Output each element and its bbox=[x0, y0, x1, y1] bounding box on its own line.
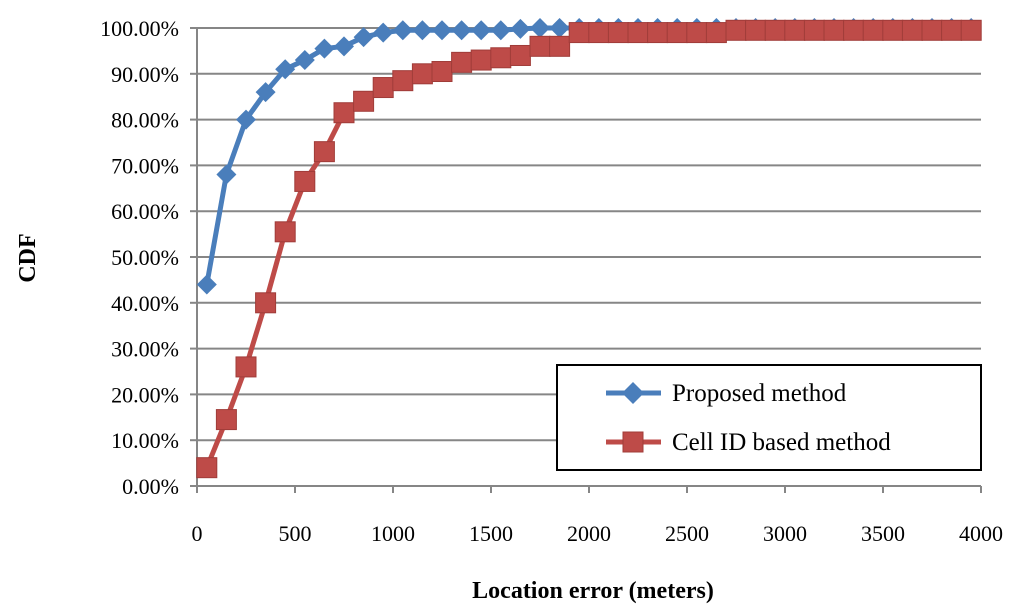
y-tick-label: 50.00% bbox=[111, 245, 179, 270]
data-point bbox=[588, 22, 610, 44]
y-tick-label: 0.00% bbox=[122, 474, 179, 499]
data-point bbox=[412, 20, 433, 41]
y-tick-label: 90.00% bbox=[111, 62, 179, 87]
data-point bbox=[313, 141, 335, 163]
data-point bbox=[745, 19, 767, 41]
x-tick-label: 2500 bbox=[665, 521, 709, 546]
legend-marker-cellid bbox=[622, 431, 644, 453]
data-point bbox=[607, 22, 629, 44]
y-tick-label: 20.00% bbox=[111, 382, 179, 407]
data-point bbox=[784, 19, 806, 41]
data-point bbox=[334, 36, 354, 57]
data-point bbox=[294, 50, 315, 71]
data-point bbox=[764, 19, 786, 41]
data-point bbox=[941, 19, 963, 41]
data-point bbox=[314, 38, 335, 59]
data-point bbox=[921, 19, 943, 41]
series-layer bbox=[196, 18, 982, 479]
data-point bbox=[705, 22, 727, 44]
data-point bbox=[470, 49, 492, 71]
data-point bbox=[373, 22, 394, 43]
data-point bbox=[392, 70, 414, 92]
x-tick-label: 500 bbox=[279, 521, 312, 546]
x-tick-label: 2000 bbox=[567, 521, 611, 546]
data-point bbox=[882, 19, 904, 41]
data-point bbox=[471, 20, 492, 41]
data-point bbox=[353, 90, 375, 112]
data-point bbox=[901, 19, 923, 41]
data-point bbox=[392, 20, 413, 41]
data-point bbox=[530, 18, 550, 38]
y-tick-label: 80.00% bbox=[111, 108, 179, 133]
data-point bbox=[294, 170, 316, 192]
data-point bbox=[510, 18, 531, 39]
x-tick-labels: 0 500 1000 1500 2000 2500 3000 3500 4000 bbox=[192, 521, 1004, 546]
x-tick-label: 1500 bbox=[469, 521, 513, 546]
data-point bbox=[333, 102, 355, 124]
y-tick-label: 30.00% bbox=[111, 337, 179, 362]
legend-entry-proposed: Proposed method bbox=[606, 380, 847, 407]
data-point bbox=[215, 409, 237, 431]
data-point bbox=[490, 20, 511, 41]
data-point bbox=[509, 44, 531, 66]
data-point bbox=[216, 164, 237, 185]
data-point bbox=[803, 19, 825, 41]
legend-label-cellid: Cell ID based method bbox=[672, 429, 891, 456]
data-point bbox=[236, 109, 256, 130]
data-point bbox=[843, 19, 865, 41]
data-point bbox=[725, 19, 747, 41]
y-tick-label: 60.00% bbox=[111, 199, 179, 224]
x-tick-label: 3000 bbox=[763, 521, 807, 546]
y-tick-label: 40.00% bbox=[111, 291, 179, 316]
data-point bbox=[196, 274, 217, 295]
data-point bbox=[255, 82, 276, 103]
data-point bbox=[666, 22, 688, 44]
data-point bbox=[960, 19, 982, 41]
data-point bbox=[451, 20, 472, 41]
data-point bbox=[549, 18, 570, 38]
data-point bbox=[431, 61, 453, 83]
x-tick-label: 1000 bbox=[371, 521, 415, 546]
x-tick-label: 3500 bbox=[861, 521, 905, 546]
data-point bbox=[411, 63, 433, 85]
axes bbox=[190, 27, 982, 493]
y-tick-labels: 0.00% 10.00% 20.00% 30.00% 40.00% 50.00% 60.00… bbox=[100, 16, 179, 499]
data-point bbox=[529, 35, 551, 57]
data-point bbox=[255, 292, 277, 314]
y-tick-label: 100.00% bbox=[100, 16, 179, 41]
data-point bbox=[568, 22, 590, 44]
x-axis-title: Location error (meters) bbox=[472, 578, 714, 604]
data-point bbox=[823, 19, 845, 41]
y-tick-label: 10.00% bbox=[111, 428, 179, 453]
legend-entry-cellid: Cell ID based method bbox=[606, 429, 891, 456]
legend-label-proposed: Proposed method bbox=[672, 380, 847, 407]
data-point bbox=[353, 27, 374, 48]
data-point bbox=[274, 221, 296, 243]
data-point bbox=[490, 47, 512, 69]
data-point bbox=[451, 51, 473, 73]
data-point bbox=[549, 35, 571, 57]
data-point bbox=[235, 356, 257, 378]
data-point bbox=[627, 22, 649, 44]
x-tick-label: 4000 bbox=[959, 521, 1003, 546]
data-point bbox=[647, 22, 669, 44]
data-point bbox=[196, 457, 218, 479]
x-tick-label: 0 bbox=[192, 521, 203, 546]
data-point bbox=[862, 19, 884, 41]
legend-marker-proposed bbox=[622, 382, 644, 404]
y-tick-label: 70.00% bbox=[111, 153, 179, 178]
series-cell-id bbox=[196, 19, 982, 479]
legend: Proposed method Cell ID based method bbox=[556, 364, 982, 471]
data-point bbox=[686, 22, 708, 44]
data-point bbox=[432, 20, 452, 41]
data-point bbox=[275, 59, 296, 80]
data-point bbox=[372, 77, 394, 99]
y-axis-title: CDF bbox=[15, 233, 41, 282]
